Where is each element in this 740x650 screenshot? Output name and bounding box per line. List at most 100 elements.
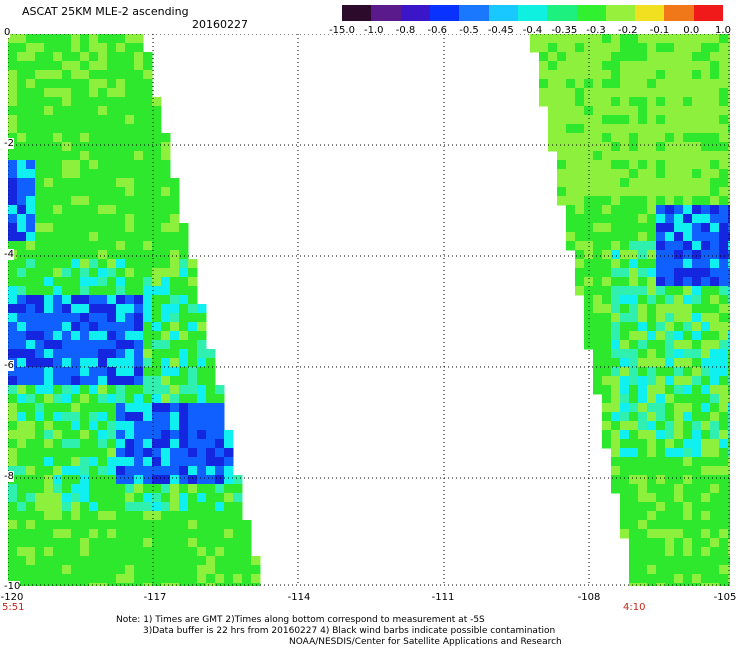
swath-cell — [620, 160, 630, 170]
swath-cell — [143, 259, 153, 269]
swath-cell — [692, 385, 702, 395]
swath-cell — [683, 475, 693, 485]
swath-cell — [143, 439, 153, 449]
swath-cell — [26, 124, 36, 134]
swath-cell — [665, 106, 675, 116]
colorbar-swatch — [547, 5, 577, 21]
swath-cell — [44, 70, 54, 80]
swath-cell — [35, 394, 45, 404]
swath-cell — [188, 457, 198, 467]
swath-cell — [575, 223, 585, 233]
swath-cell — [8, 178, 18, 188]
swath-cell — [674, 511, 684, 521]
swath-cell — [26, 268, 36, 278]
swath-cell — [215, 565, 225, 575]
swath-cell — [629, 88, 639, 98]
swath-cell — [638, 241, 648, 251]
swath-cell — [224, 574, 234, 584]
swath-cell — [26, 43, 36, 53]
swath-cell — [161, 322, 171, 332]
swath-cell — [71, 259, 81, 269]
swath-cell — [35, 484, 45, 494]
swath-cell — [584, 151, 594, 161]
swath-cell — [26, 529, 36, 539]
swath-cell — [179, 475, 189, 485]
swath-cell — [665, 412, 675, 422]
swath-cell — [710, 430, 720, 440]
swath-cell — [683, 52, 693, 62]
swath-cell — [233, 565, 243, 575]
image-title: ASCAT 25KM MLE-2 ascending — [22, 5, 189, 18]
swath-cell — [647, 187, 657, 197]
swath-cell — [710, 52, 720, 62]
swath-cell — [71, 367, 81, 377]
swath-cell — [611, 169, 621, 179]
swath-cell — [116, 448, 126, 458]
swath-cell — [188, 565, 198, 575]
swath-cell — [620, 367, 630, 377]
swath-cell — [134, 349, 144, 359]
swath-cell — [53, 358, 63, 368]
swath-cell — [17, 79, 27, 89]
swath-cell — [728, 43, 730, 53]
swath-cell — [593, 304, 603, 314]
swath-cell — [665, 88, 675, 98]
swath-cell — [665, 475, 675, 485]
swath-cell — [665, 421, 675, 431]
swath-cell — [584, 187, 594, 197]
swath-cell — [71, 277, 81, 287]
swath-cell — [728, 205, 730, 215]
swath-cell — [242, 520, 252, 530]
swath-cell — [134, 106, 144, 116]
swath-cell — [89, 79, 99, 89]
swath-cell — [692, 268, 702, 278]
swath-cell — [8, 277, 18, 287]
swath-cell — [161, 511, 171, 521]
swath-cell — [143, 52, 153, 62]
swath-cell — [134, 367, 144, 377]
swath-cell — [35, 367, 45, 377]
swath-cell — [8, 268, 18, 278]
swath-cell — [224, 493, 234, 503]
swath-cell — [701, 529, 711, 539]
swath-cell — [701, 205, 711, 215]
swath-cell — [683, 313, 693, 323]
swath-cell — [647, 124, 657, 134]
swath-cell — [134, 385, 144, 395]
swath-cell — [233, 484, 243, 494]
swath-cell — [44, 304, 54, 314]
swath-cell — [8, 376, 18, 386]
swath-cell — [647, 556, 657, 566]
colorbar-label: -1.0 — [363, 25, 384, 36]
swath-cell — [602, 412, 612, 422]
swath-cell — [629, 97, 639, 107]
swath-cell — [98, 412, 108, 422]
swath-cell — [566, 169, 576, 179]
swath-cell — [62, 367, 72, 377]
swath-cell — [125, 565, 135, 575]
swath-cell — [152, 475, 162, 485]
swath-cell — [134, 277, 144, 287]
swath-cell — [26, 493, 36, 503]
swath-cell — [656, 124, 666, 134]
swath-cell — [98, 448, 108, 458]
swath-cell — [26, 313, 36, 323]
swath-cell — [197, 529, 207, 539]
swath-cell — [170, 583, 180, 586]
swath-cell — [98, 70, 108, 80]
swath-cell — [242, 565, 252, 575]
swath-cell — [602, 70, 612, 80]
colorbar-swatch — [342, 5, 372, 21]
swath-cell — [233, 556, 243, 566]
swath-cell — [701, 286, 711, 296]
swath-cell — [26, 142, 36, 152]
swath-cell — [584, 268, 594, 278]
swath-cell — [62, 115, 72, 125]
swath-cell — [116, 466, 126, 476]
swath-cell — [179, 367, 189, 377]
swath-cell — [233, 502, 243, 512]
swath-cell — [107, 97, 117, 107]
swath-cell — [710, 331, 720, 341]
swath-cell — [98, 97, 108, 107]
swath-cell — [557, 61, 567, 71]
